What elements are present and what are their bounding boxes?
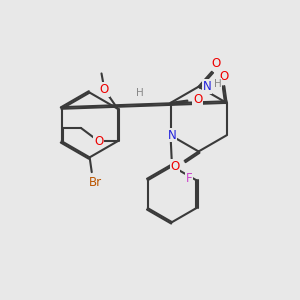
- Text: H: H: [214, 79, 222, 89]
- Text: O: O: [170, 160, 180, 173]
- Text: H: H: [136, 88, 144, 98]
- Text: Br: Br: [89, 176, 102, 189]
- Text: O: O: [219, 70, 228, 83]
- Text: O: O: [100, 83, 109, 96]
- Text: N: N: [202, 80, 211, 93]
- Text: O: O: [212, 57, 221, 70]
- Text: N: N: [168, 129, 176, 142]
- Text: O: O: [94, 135, 103, 148]
- Text: O: O: [193, 93, 202, 106]
- Text: F: F: [186, 172, 192, 185]
